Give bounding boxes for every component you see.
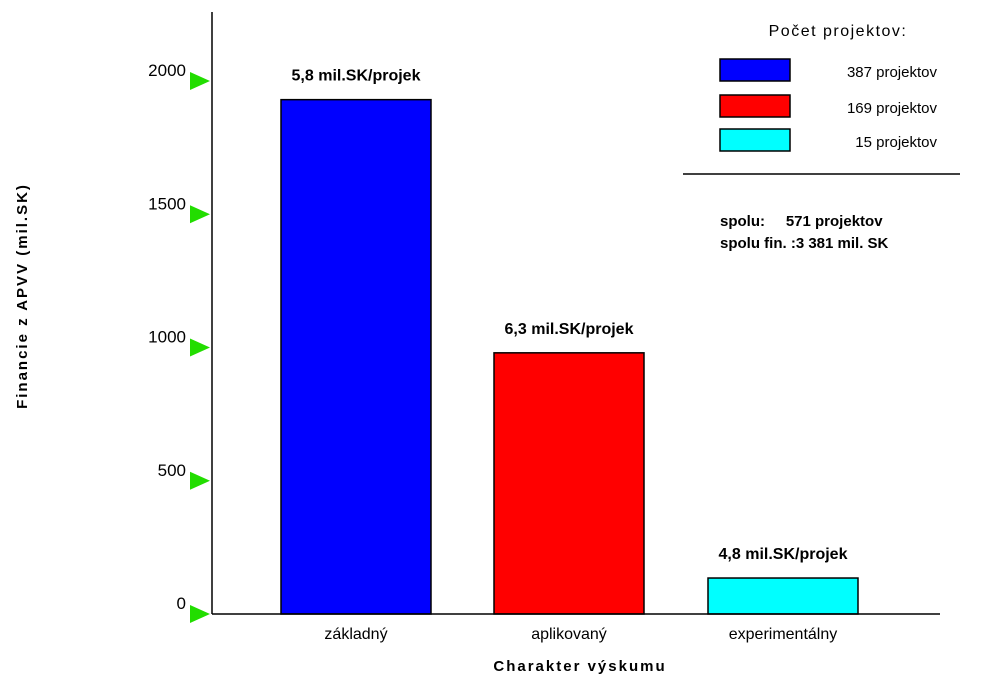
y-tick-label: 1000 — [148, 328, 186, 347]
legend-swatch — [719, 128, 791, 152]
legend-swatch — [719, 58, 791, 82]
bar — [707, 577, 859, 615]
y-tick-label: 2000 — [148, 61, 186, 80]
legend-entries: 387 projektov 169 projektov 15 projektov — [719, 58, 938, 152]
y-axis-ticks: 0 500 1000 1500 2000 — [148, 61, 210, 623]
y-tick-arrow-icon — [190, 72, 210, 90]
y-tick-label: 0 — [177, 594, 186, 613]
y-axis-title: Financie z APVV (mil.SK) — [14, 183, 31, 409]
legend-swatch — [719, 94, 791, 118]
x-axis-title: Charakter výskumu — [493, 658, 666, 675]
bar — [280, 98, 432, 615]
summary-count: spolu: 571 projektov — [720, 213, 883, 230]
bar-label: 4,8 mil.SK/projek — [719, 546, 848, 563]
y-tick-label: 1500 — [148, 194, 186, 213]
y-tick-arrow-icon — [190, 471, 210, 490]
bar — [493, 352, 645, 615]
legend-label: 387 projektov — [847, 64, 938, 81]
summary: spolu: 571 projektov spolu fin. :3 381 m… — [720, 213, 889, 252]
y-tick-arrow-icon — [190, 338, 210, 357]
y-tick-arrow-icon — [190, 205, 210, 224]
x-tick-label: základný — [324, 626, 387, 643]
legend-label: 169 projektov — [847, 100, 938, 117]
y-tick-arrow-icon — [190, 605, 210, 623]
legend-title: Počet projektov: — [769, 23, 908, 40]
bar-label: 6,3 mil.SK/projek — [505, 321, 634, 338]
summary-funding: spolu fin. :3 381 mil. SK — [720, 235, 889, 252]
bars: 5,8 mil.SK/projek 6,3 mil.SK/projek 4,8 mi… — [280, 68, 859, 615]
legend: Počet projektov: 387 projektov 169 projek… — [683, 23, 960, 175]
x-tick-label: aplikovaný — [531, 626, 607, 643]
y-tick-label: 500 — [158, 461, 186, 480]
bar-label: 5,8 mil.SK/projek — [292, 68, 421, 85]
legend-label: 15 projektov — [855, 134, 937, 151]
x-axis-categories: základný aplikovaný experimentálny — [324, 626, 837, 643]
x-tick-label: experimentálny — [729, 626, 838, 643]
